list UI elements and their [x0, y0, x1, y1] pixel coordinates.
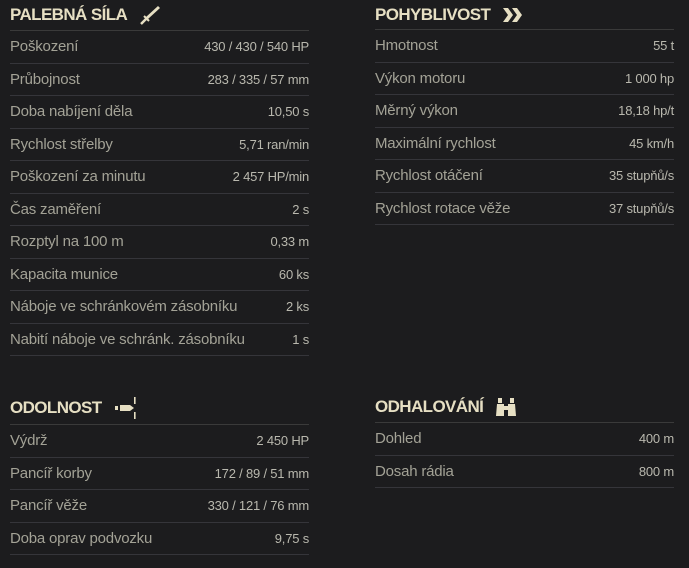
stat-row: Pancíř věže 330 / 121 / 76 mm [10, 490, 309, 523]
stat-row: Rozptyl na 100 m 0,33 m [10, 226, 309, 259]
stat-row: Doba nabíjení děla 10,50 s [10, 96, 309, 129]
stat-label: Doba oprav podvozku [10, 529, 153, 547]
stat-value: 2 457 HP/min [232, 169, 310, 185]
stat-value: 330 / 121 / 76 mm [207, 498, 310, 514]
stat-row: Poškození za minutu 2 457 HP/min [10, 161, 309, 194]
stat-row: Dohled 400 m [375, 423, 674, 456]
stat-label: Rozptyl na 100 m [10, 233, 124, 251]
stat-list: Hmotnost 55 t Výkon motoru 1 000 hp Měrný vý… [375, 30, 674, 225]
stat-label: Hmotnost [375, 37, 438, 55]
stat-value: 9,75 s [274, 530, 309, 546]
stat-value: 400 m [638, 431, 674, 447]
stat-value: 35 stupňů/s [608, 168, 674, 184]
stat-row: Čas zaměření 2 s [10, 194, 309, 226]
stat-label: Poškození za minutu [10, 168, 146, 186]
stat-row: Doba oprav podvozku 9,75 s [10, 523, 309, 555]
stat-label: Měrný výkon [375, 102, 458, 120]
stat-row: Poškození 430 / 430 / 540 HP [10, 31, 309, 64]
stat-row: Nabití náboje ve schránk. zásobníku 1 s [10, 324, 309, 356]
stat-value: 55 t [653, 38, 674, 54]
section-header: POHYBLIVOST [375, 0, 674, 30]
stat-value: 5,71 ran/min [239, 136, 309, 152]
stat-value: 430 / 430 / 540 HP [204, 39, 309, 55]
stat-value: 1 s [292, 331, 309, 347]
stat-label: Čas zaměření [10, 200, 101, 218]
stat-row: Kapacita munice 60 ks [10, 259, 309, 291]
stat-value: 0,33 m [270, 234, 309, 250]
binoculars-icon [495, 397, 517, 417]
stat-list: Poškození 430 / 430 / 540 HP Průbojnost 283… [10, 31, 309, 356]
double-chevron-icon [502, 7, 524, 23]
stat-value: 2 ks [285, 299, 309, 315]
stat-value: 18,18 hp/t [618, 103, 674, 119]
stat-row: Maximální rychlost 45 km/h [375, 128, 674, 160]
stat-label: Rychlost rotace věže [375, 199, 511, 217]
stat-value: 800 m [638, 463, 674, 479]
stat-value: 10,50 s [267, 104, 309, 120]
survivability-section: ODOLNOST Výdrž 2 450 HP Pancíř korby 172 / … [10, 392, 309, 555]
stat-label: Náboje ve schránkovém zásobníku [10, 298, 238, 316]
stat-label: Pancíř korby [10, 464, 92, 482]
stat-label: Výkon motoru [375, 69, 466, 87]
stat-list: Výdrž 2 450 HP Pancíř korby 172 / 89 / 51 m… [10, 425, 309, 555]
section-title: ODHALOVÁNÍ [375, 397, 484, 416]
stat-value: 1 000 hp [624, 70, 674, 86]
stat-row: Dosah rádia 800 m [375, 456, 674, 488]
section-header: ODOLNOST [10, 392, 309, 425]
section-title: POHYBLIVOST [375, 4, 491, 24]
section-title: PALEBNÁ SÍLA [10, 5, 128, 24]
spotting-section: ODHALOVÁNÍ Dohled 400 m Dosah rádia 800 m [375, 392, 674, 488]
stat-row: Pancíř korby 172 / 89 / 51 mm [10, 458, 310, 490]
stat-label: Rychlost otáčení [375, 167, 483, 185]
sword-icon [139, 4, 161, 26]
stat-label: Pancíř věže [10, 497, 88, 515]
mobility-section: POHYBLIVOST Hmotnost 55 t Výkon motoru 1 00… [375, 0, 674, 225]
stat-label: Dosah rádia [375, 462, 454, 480]
stat-label: Průbojnost [10, 70, 80, 88]
stat-label: Nabití náboje ve schránk. zásobníku [10, 330, 245, 348]
stat-label: Kapacita munice [10, 265, 118, 283]
stat-row: Průbojnost 283 / 335 / 57 mm [10, 64, 310, 96]
stat-label: Poškození [10, 38, 79, 56]
section-header: ODHALOVÁNÍ [375, 392, 674, 423]
firepower-section: PALEBNÁ SÍLA Poškození 430 / 430 / 540 HP… [10, 0, 309, 356]
stat-value: 60 ks [278, 266, 309, 282]
section-title: ODOLNOST [10, 398, 102, 417]
stat-label: Rychlost střelby [10, 135, 113, 153]
stat-row: Výdrž 2 450 HP [10, 425, 309, 458]
stat-row: Měrný výkon 18,18 hp/t [375, 95, 674, 128]
stat-row: Rychlost rotace věže 37 stupňů/s [375, 193, 674, 225]
stat-value: 37 stupňů/s [608, 200, 674, 216]
section-header: PALEBNÁ SÍLA [10, 0, 309, 31]
stat-row: Rychlost otáčení 35 stupňů/s [375, 160, 674, 193]
shell-hit-icon [114, 395, 140, 421]
stat-row: Výkon motoru 1 000 hp [375, 63, 674, 95]
stat-value: 2 s [292, 201, 309, 217]
stat-value: 172 / 89 / 51 mm [214, 465, 310, 481]
stat-label: Doba nabíjení děla [10, 103, 133, 121]
stat-value: 2 450 HP [256, 433, 309, 449]
stat-value: 45 km/h [629, 135, 674, 151]
stat-list: Dohled 400 m Dosah rádia 800 m [375, 423, 674, 488]
stat-row: Rychlost střelby 5,71 ran/min [10, 129, 309, 161]
stat-label: Výdrž [10, 432, 48, 450]
stat-row: Náboje ve schránkovém zásobníku 2 ks [10, 291, 309, 324]
stat-row: Hmotnost 55 t [375, 30, 674, 63]
stat-label: Dohled [375, 430, 422, 448]
stat-label: Maximální rychlost [375, 134, 496, 152]
stat-value: 283 / 335 / 57 mm [207, 71, 310, 87]
